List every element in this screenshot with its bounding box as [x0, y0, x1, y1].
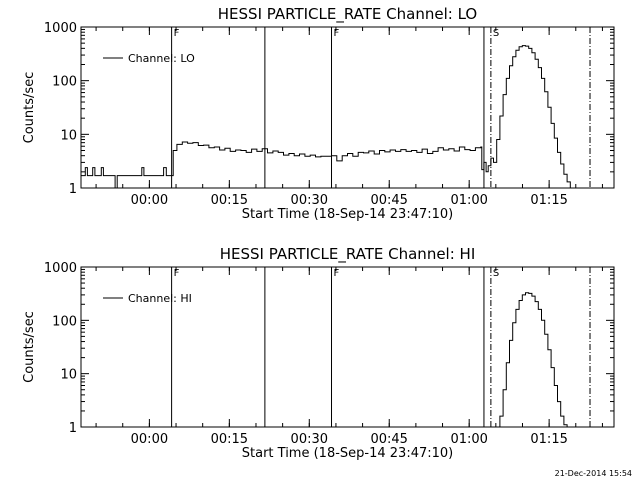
y-axis-label: Counts/sec — [22, 72, 37, 144]
chart-title: HESSI PARTICLE_RATE Channel: LO — [218, 5, 477, 24]
series-line — [81, 45, 577, 189]
event-marker-label: F — [334, 28, 340, 39]
x-tick-label: 00:15 — [211, 193, 248, 208]
event-marker-label: S — [493, 268, 499, 279]
y-tick-label: 1 — [69, 421, 77, 436]
event-marker-label: F — [174, 268, 180, 279]
y-tick-label: 10 — [60, 368, 77, 383]
event-marker-label: F — [174, 28, 180, 39]
series-line — [497, 292, 568, 428]
x-axis-label: Start Time (18-Sep-14 23:47:10) — [242, 446, 453, 461]
event-marker-label: F — [334, 268, 340, 279]
x-tick-label: 00:30 — [291, 432, 328, 447]
x-tick-label: 01:15 — [530, 193, 567, 208]
chart-panel-lo: HESSI PARTICLE_RATE Channel: LO Counts/se… — [22, 5, 615, 222]
y-tick-label: 10 — [60, 128, 77, 143]
y-tick-label: 100 — [52, 314, 77, 329]
x-tick-label: 00:45 — [370, 432, 407, 447]
legend-label: Channel: HI — [128, 292, 192, 305]
plot-frame — [80, 266, 615, 428]
chart-panel-hi: HESSI PARTICLE_RATE Channel: HI Counts/se… — [22, 245, 615, 461]
y-tick-label: 100 — [52, 75, 77, 90]
x-tick-label: 00:15 — [211, 432, 248, 447]
y-axis-label: Counts/sec — [22, 311, 37, 383]
x-tick-label: 00:00 — [131, 432, 168, 447]
timestamp: 21-Dec-2014 15:54 — [554, 469, 632, 478]
x-tick-label: 01:00 — [450, 432, 487, 447]
x-tick-label: 01:15 — [530, 432, 567, 447]
x-tick-label: 00:00 — [131, 193, 168, 208]
event-marker-label: S — [493, 28, 499, 39]
y-tick-label: 1 — [69, 182, 77, 197]
legend-label: Channel: LO — [128, 52, 195, 65]
plot-frame — [80, 26, 615, 189]
x-tick-label: 01:00 — [450, 193, 487, 208]
x-tick-label: 00:30 — [291, 193, 328, 208]
x-tick-label: 00:45 — [370, 193, 407, 208]
y-tick-label: 1000 — [44, 21, 77, 36]
y-tick-label: 1000 — [44, 261, 77, 276]
x-axis-label: Start Time (18-Sep-14 23:47:10) — [242, 207, 453, 222]
chart-title: HESSI PARTICLE_RATE Channel: HI — [220, 245, 476, 264]
